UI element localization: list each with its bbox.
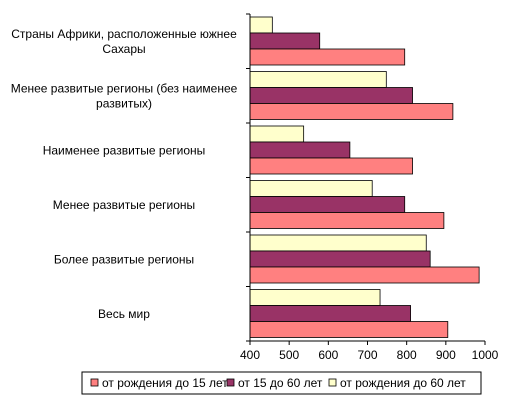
legend: от рождения до 15 лет от 15 до 60 лет от р…	[81, 371, 482, 395]
category-labels-layer: Страны Африки, расположенные южнееСахары…	[11, 27, 238, 321]
bar-1-2	[249, 71, 387, 88]
category-label-1-line-1: Страны Африки, расположенные южнее	[11, 27, 237, 41]
x-tick-label-5: 800	[397, 348, 417, 362]
bar-1-1	[249, 16, 273, 34]
bar-3-6	[249, 321, 449, 338]
x-tick-label-2: 500	[279, 348, 299, 362]
bar-3-4	[249, 212, 445, 229]
bar-3-1	[249, 48, 406, 66]
bar-1-4	[249, 180, 373, 197]
category-label-1-line-2: Сахары	[102, 42, 145, 56]
bar-1-6	[249, 289, 381, 306]
axes-layer: 400 500 600 700 800 900 1000	[240, 13, 499, 362]
legend-swatch-1	[90, 378, 99, 387]
bar-2-4	[249, 196, 406, 213]
x-tick-label-4: 700	[357, 348, 377, 362]
category-label-4-line-1: Менее развитые регионы	[53, 198, 195, 212]
category-label-2-line-2: развитых)	[96, 96, 152, 110]
legend-label-2: от 15 до 60 лет	[238, 376, 323, 390]
legend-box	[81, 371, 482, 395]
category-label-5-line-1: Более развитые регионы	[54, 252, 194, 266]
bar-2-6	[249, 305, 411, 322]
x-tick-label-3: 600	[318, 348, 338, 362]
x-tick-label-1: 400	[240, 348, 260, 362]
bar-3-2	[249, 103, 454, 120]
legend-label-3: от рождения до 60 лет	[340, 376, 466, 390]
bar-2-5	[249, 250, 431, 268]
bar-3-3	[249, 157, 413, 175]
legend-swatch-3	[328, 378, 337, 387]
bar-1-5	[249, 234, 427, 252]
x-tick-label-7: 1000	[472, 348, 499, 362]
bar-2-2	[249, 87, 413, 104]
category-label-2-line-1: Менее развитые регионы (без наименее	[11, 81, 238, 95]
bars-layer	[249, 16, 480, 338]
legend-swatch-2	[226, 378, 235, 387]
x-tick-label-6: 900	[436, 348, 456, 362]
bar-2-1	[249, 32, 321, 50]
category-label-6-line-1: Весь мир	[98, 307, 150, 321]
category-label-3-line-1: Наименее развитые регионы	[43, 143, 206, 157]
bar-2-3	[249, 141, 351, 159]
legend-label-1: от рождения до 15 лет	[102, 376, 228, 390]
bar-1-3	[249, 125, 305, 143]
bar-3-5	[249, 266, 480, 284]
